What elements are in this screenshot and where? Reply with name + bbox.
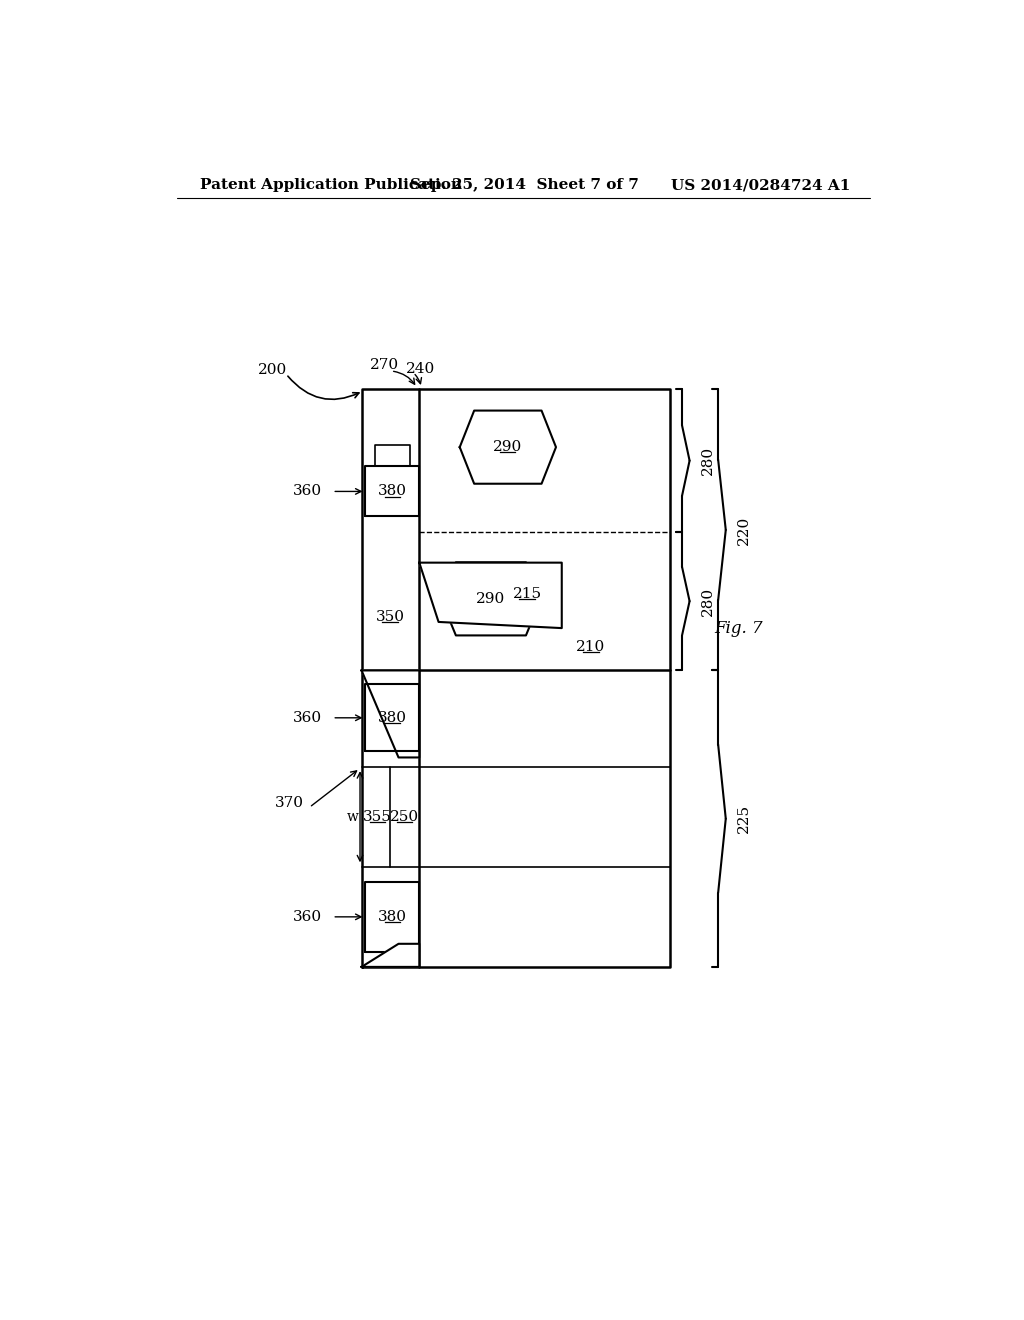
Text: 380: 380 (378, 909, 407, 924)
Text: 280: 280 (701, 586, 715, 615)
Text: 200: 200 (258, 363, 288, 378)
Text: 215: 215 (513, 587, 542, 601)
Text: 360: 360 (293, 710, 322, 725)
Polygon shape (361, 944, 419, 966)
Text: 280: 280 (701, 446, 715, 475)
Text: 370: 370 (274, 796, 304, 810)
Text: 240: 240 (407, 363, 435, 376)
Text: w: w (347, 809, 359, 824)
Text: 270: 270 (370, 358, 399, 372)
Text: Sep. 25, 2014  Sheet 7 of 7: Sep. 25, 2014 Sheet 7 of 7 (411, 178, 639, 193)
Text: 290: 290 (494, 440, 522, 454)
Text: US 2014/0284724 A1: US 2014/0284724 A1 (671, 178, 851, 193)
Polygon shape (361, 671, 419, 758)
Text: Fig. 7: Fig. 7 (715, 619, 763, 636)
Text: 210: 210 (577, 640, 605, 653)
Polygon shape (419, 562, 562, 628)
Text: 225: 225 (737, 804, 752, 833)
Text: 355: 355 (364, 809, 392, 824)
Text: 380: 380 (378, 484, 407, 499)
Text: 290: 290 (476, 591, 506, 606)
Text: Patent Application Publication: Patent Application Publication (200, 178, 462, 193)
Text: 360: 360 (293, 484, 322, 499)
Text: 250: 250 (390, 809, 419, 824)
Text: 220: 220 (737, 515, 752, 545)
Text: 380: 380 (378, 710, 407, 725)
Text: 360: 360 (293, 909, 322, 924)
Text: 350: 350 (376, 610, 404, 624)
